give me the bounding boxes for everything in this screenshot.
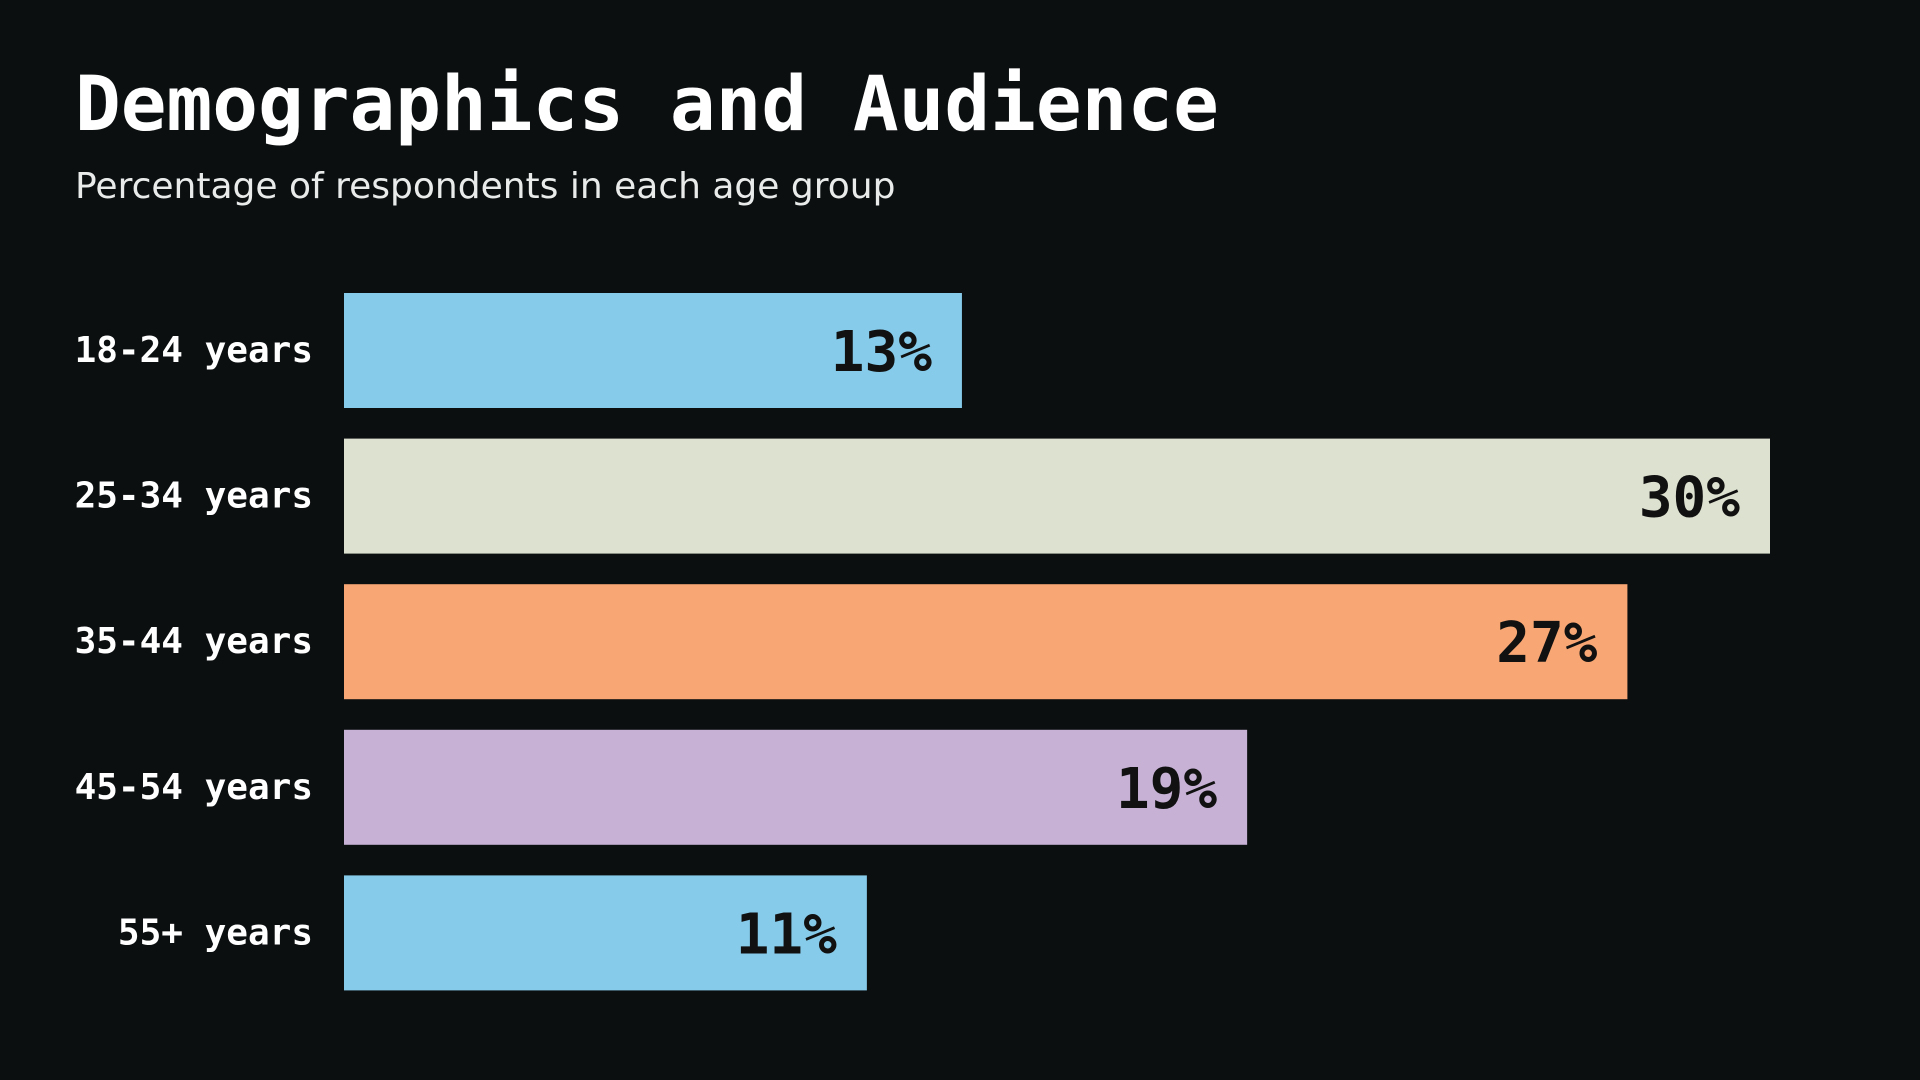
category-label: 18-24 years bbox=[75, 330, 313, 371]
data-label: 30% bbox=[1639, 466, 1740, 531]
bar-group: 25-34 years 30% bbox=[75, 438, 1770, 554]
bar-group: 55+ years 11% bbox=[118, 875, 867, 991]
bar bbox=[344, 584, 1628, 700]
bar bbox=[344, 293, 962, 408]
chart-title: Demographics and Audience bbox=[75, 59, 1219, 148]
chart-subtitle: Percentage of respondents in each age gr… bbox=[75, 166, 896, 207]
bar-group: 45-54 years 19% bbox=[75, 729, 1248, 845]
data-label: 13% bbox=[831, 320, 932, 385]
data-label: 11% bbox=[736, 902, 837, 967]
data-label: 27% bbox=[1496, 611, 1597, 676]
bar bbox=[344, 438, 1770, 554]
bar bbox=[344, 729, 1248, 845]
category-label: 25-34 years bbox=[75, 476, 313, 517]
category-label: 35-44 years bbox=[75, 621, 313, 662]
bar-group: 18-24 years 13% bbox=[75, 293, 962, 408]
category-label: 45-54 years bbox=[75, 767, 313, 808]
category-label: 55+ years bbox=[118, 912, 313, 953]
bar bbox=[344, 875, 867, 991]
bar-group: 35-44 years 27% bbox=[75, 584, 1628, 700]
data-label: 19% bbox=[1116, 757, 1217, 822]
